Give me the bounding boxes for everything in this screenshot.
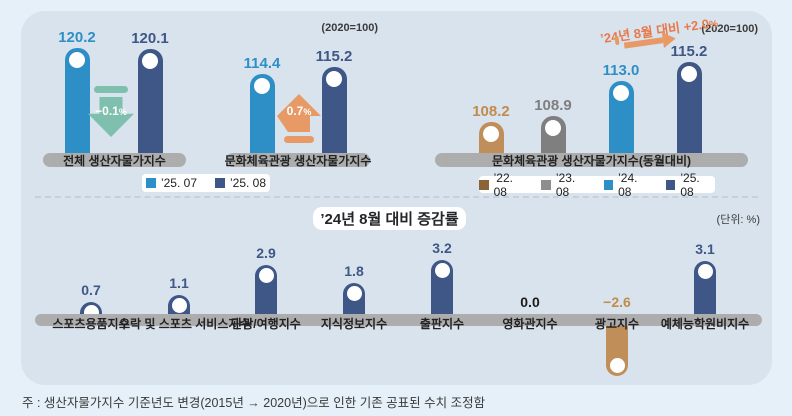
category-label: 출판지수: [419, 317, 465, 331]
bottom-chart-title: ’24년 8월 대비 증감률: [320, 211, 459, 228]
bar-pin-icon: [609, 358, 625, 373]
category-label: 지식정보지수: [320, 317, 388, 331]
index-value-label: 120.1: [131, 30, 169, 47]
section-divider: [35, 196, 758, 198]
bar-pin-icon: [697, 264, 713, 279]
chart-title-label: 전체 생산자물가지수: [63, 153, 166, 168]
index-value-label: 115.2: [670, 43, 708, 60]
change-value-label: −2.6: [603, 294, 631, 310]
legend-swatch-icon: [215, 178, 225, 188]
bar-pin-icon: [142, 53, 158, 69]
legend-swatch-icon: [145, 178, 156, 188]
bar-pin-icon: [681, 66, 697, 82]
legend-item: ’23. 08: [541, 171, 590, 199]
bar-pin-icon: [69, 52, 85, 68]
bar-pin-icon: [545, 120, 561, 136]
index-value-label: 115.2: [315, 48, 353, 65]
unit-note: (단위: %): [716, 214, 760, 226]
category-label: 오락 및 스포츠 서비스지수: [119, 317, 251, 331]
change-value-label: 0.0: [520, 294, 540, 310]
bar-pin-icon: [483, 126, 499, 142]
chart-title-label: 문화체육관광 생산자물가지수(동월대비): [491, 153, 691, 168]
bar-pin-icon: [254, 78, 270, 94]
category-label: 영화관지수: [502, 317, 558, 331]
bar-pin-icon: [171, 298, 187, 313]
scale-note-1: (2020=100): [321, 22, 378, 34]
legend-swatch-icon: [603, 179, 614, 190]
index-value-label: 120.2: [58, 29, 96, 46]
index-value-label: 108.2: [472, 103, 510, 120]
index-value-label: 108.9: [534, 97, 572, 114]
bar-pin-icon: [326, 71, 342, 87]
legend-item: ’25. 08: [665, 170, 715, 199]
bar-pin-icon: [434, 263, 450, 278]
chart-title-label: 문화체육관광 생산자물가지수: [224, 153, 372, 168]
increase-arrow-icon: 0.7%: [277, 94, 321, 144]
change-value-label: 1.1: [169, 275, 189, 291]
index-value-label: 113.0: [602, 62, 640, 79]
legend-label: ’25. 07: [160, 176, 197, 190]
category-label: 예체능학원비지수: [660, 317, 750, 331]
bar-pin-icon: [258, 268, 274, 283]
change-value-label: 1.8: [344, 263, 364, 279]
legend-label: ’25. 08: [680, 170, 700, 199]
axis-baseline: 전체 생산자물가지수: [43, 153, 186, 168]
bottom-chart-title-box: ’24년 8월 대비 증감률: [313, 207, 466, 230]
axis-baseline: 문화체육관광 생산자물가지수: [224, 153, 372, 168]
legend-swatch-icon: [479, 179, 489, 190]
footnote: 주 : 생산자물가지수 기준년도 변경(2015년 → 2020년)으로 인한 …: [22, 396, 486, 410]
scale-note-2: (2020=100): [701, 23, 758, 35]
bar-pin-icon: [346, 286, 362, 301]
legend-swatch-icon: [665, 179, 676, 190]
legend-yearly: ’22. 08 ’23. 08 ’24. 08 ’25. 08: [479, 171, 715, 199]
axis-baseline: 문화체육관광 생산자물가지수(동월대비): [435, 153, 748, 168]
legend-item: ’22. 08: [479, 171, 528, 199]
change-value-label: 3.1: [695, 241, 715, 257]
legend-label: ’23. 08: [555, 170, 576, 199]
legend-item: ’24. 08: [603, 170, 653, 199]
index-value-label: 114.4: [243, 55, 281, 72]
legend-item: ’25. 08: [215, 176, 266, 190]
change-value-label: 2.9: [256, 245, 276, 261]
legend-label: ’24. 08: [618, 170, 638, 199]
legend-monthly: ’25. 07 ’25. 08: [142, 174, 270, 192]
bottom-axis-baseline: [35, 314, 762, 326]
bar-pin-icon: [613, 85, 629, 101]
category-label: 관광/여행지수: [231, 317, 301, 331]
category-label: 광고지수: [594, 317, 640, 331]
legend-label: ’25. 08: [230, 176, 267, 190]
legend-item: ’25. 07: [145, 176, 197, 190]
change-value-label: 0.7: [81, 282, 101, 298]
category-label: 스포츠용품지수: [52, 317, 130, 331]
legend-label: ’22. 08: [493, 170, 513, 199]
decrease-arrow-icon: −0.1%: [88, 86, 134, 138]
legend-swatch-icon: [541, 179, 551, 190]
change-value-label: 3.2: [432, 240, 452, 256]
